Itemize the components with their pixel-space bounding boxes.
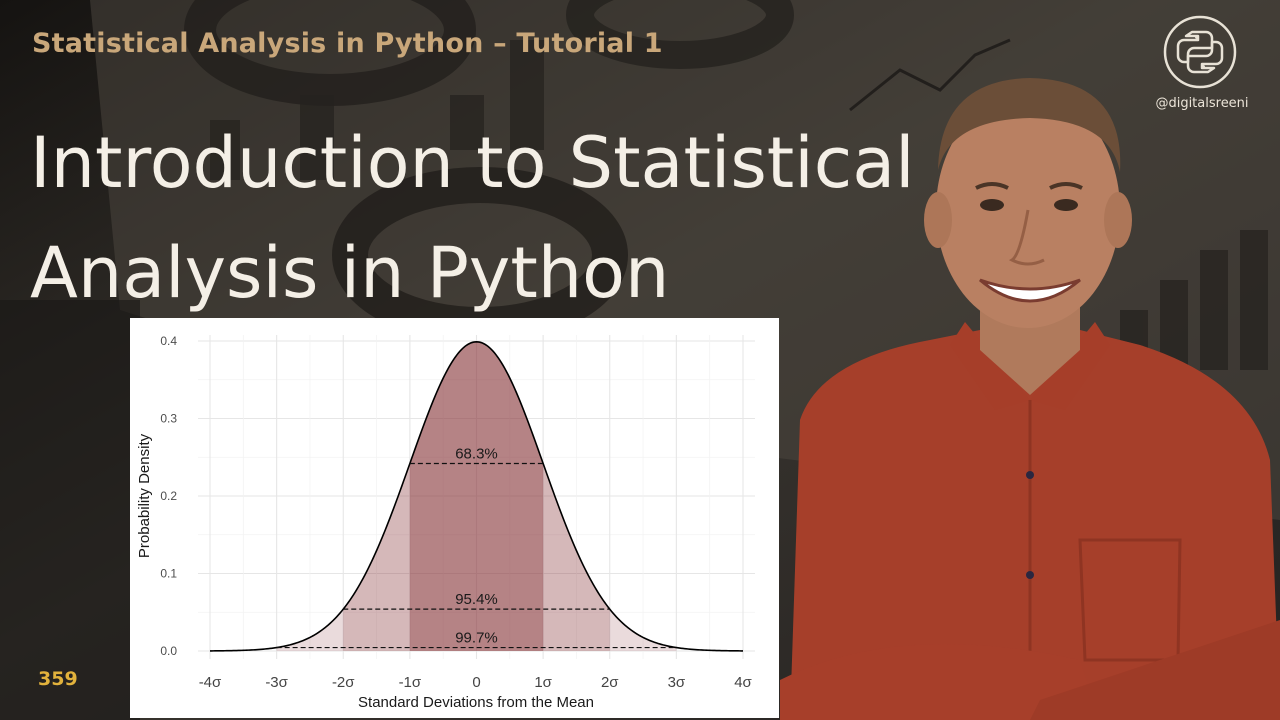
x-tick-label: -4σ (199, 674, 222, 691)
series-title: Statistical Analysis in Python – Tutoria… (32, 28, 663, 59)
band-area-1 (343, 341, 610, 651)
chart-grid (198, 335, 755, 659)
main-title-line-2: Analysis in Python (30, 232, 670, 314)
y-tick-labels: 0.0 0.1 0.2 0.3 0.4 (160, 334, 177, 658)
y-tick-label: 0.2 (160, 489, 177, 503)
chart-svg: 99.7% 95.4% 68.3% 0.0 0.1 0.2 0.3 0.4 -4σ -3σ -2… (136, 334, 755, 711)
band-area-2 (409, 341, 544, 651)
y-tick-label: 0.3 (160, 412, 177, 426)
channel-handle: @digitalsreeni (1155, 96, 1249, 111)
main-title: Introduction to Statistical Analysis in … (30, 108, 915, 328)
y-axis-label: Probability Density (136, 433, 153, 558)
y-tick-label: 0.0 (160, 644, 177, 658)
band-lines: 99.7% 95.4% 68.3% (276, 445, 677, 649)
episode-number: 359 (38, 668, 78, 690)
x-tick-label: 3σ (668, 674, 686, 691)
x-tick-labels: -4σ -3σ -2σ -1σ 0 1σ 2σ 3σ 4σ (199, 674, 753, 691)
band-label-1: 95.4% (455, 591, 498, 608)
python-logo-icon (1163, 15, 1237, 89)
density-curve (209, 341, 744, 652)
x-axis-label: Standard Deviations from the Mean (358, 694, 594, 711)
x-tick-label: 0 (472, 674, 480, 691)
normal-distribution-chart: 99.7% 95.4% 68.3% 0.0 0.1 0.2 0.3 0.4 -4σ -3σ -2… (130, 318, 779, 718)
chart-bands (276, 341, 677, 651)
x-tick-label: 1σ (534, 674, 552, 691)
x-tick-label: -2σ (332, 674, 355, 691)
band-area-0 (276, 341, 677, 651)
x-tick-label: -3σ (265, 674, 288, 691)
band-label-2: 68.3% (455, 445, 498, 462)
presenter-photo (780, 78, 1280, 720)
x-tick-label: 2σ (601, 674, 619, 691)
band-label-0: 99.7% (455, 630, 498, 647)
x-tick-label: -1σ (399, 674, 422, 691)
y-tick-label: 0.1 (160, 567, 177, 581)
main-title-line-1: Introduction to Statistical (30, 122, 915, 204)
x-tick-label: 4σ (734, 674, 752, 691)
y-tick-label: 0.4 (160, 334, 177, 348)
